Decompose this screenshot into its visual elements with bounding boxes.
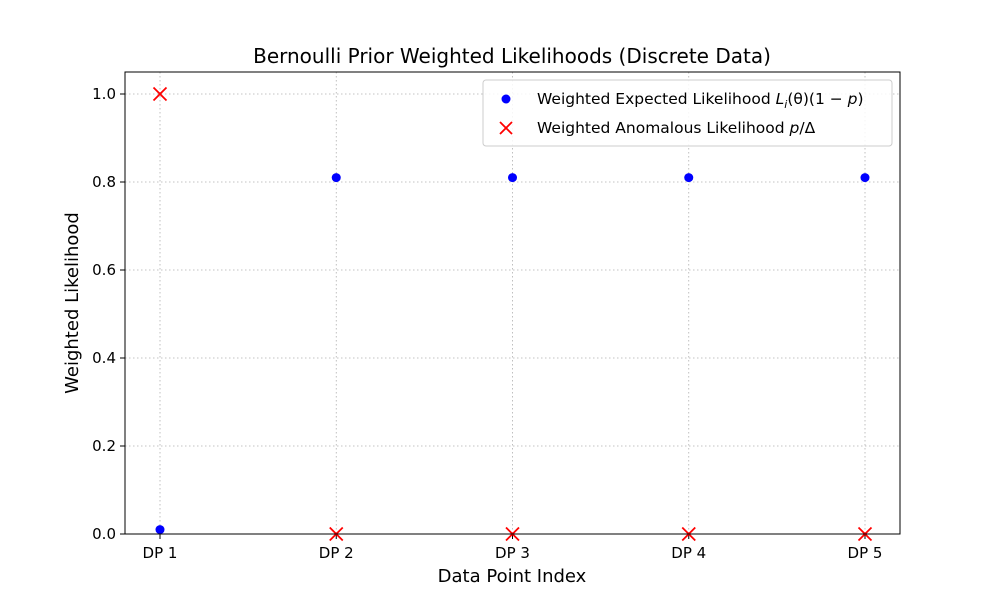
legend-expected-sub: i — [784, 98, 787, 111]
legend-label-expected: Weighted Expected Likelihood Li(θ)(1 − p… — [537, 90, 864, 111]
x-tick-label: DP 3 — [495, 544, 530, 562]
legend-label-anomalous: Weighted Anomalous Likelihood p/Δ — [537, 119, 816, 137]
y-axis-label: Weighted Likelihood — [62, 212, 83, 394]
legend-expected-prefix: Weighted Expected Likelihood — [537, 90, 776, 108]
legend: Weighted Expected Likelihood Li(θ)(1 − p… — [482, 79, 893, 147]
plot-frame — [124, 71, 901, 535]
y-tick-label: 0.8 — [92, 173, 116, 191]
x-tick-label: DP 1 — [143, 544, 178, 562]
legend-anomalous-prefix: Weighted Anomalous Likelihood — [537, 119, 790, 137]
y-tick-label: 0.6 — [92, 261, 116, 279]
legend-marker-anomalous — [499, 121, 513, 135]
legend-marker-expected — [501, 94, 511, 104]
expected-likelihood-point — [684, 173, 694, 183]
expected-likelihood-point — [155, 525, 165, 535]
y-tick-label: 1.0 — [92, 85, 116, 103]
x-tick-label: DP 2 — [319, 544, 354, 562]
ticks-layer: DP 1 DP 2 DP 3 DP 4 DP 5 0.0 0.2 0.4 0.6 0.8 1.0 — [92, 85, 882, 562]
x-tick-label: DP 4 — [671, 544, 706, 562]
legend-anomalous-rest: /Δ — [799, 119, 815, 137]
y-tick-label: 0.2 — [92, 437, 116, 455]
expected-likelihood-point — [331, 173, 341, 183]
legend-box — [482, 79, 893, 147]
x-tick-label: DP 5 — [848, 544, 883, 562]
expected-likelihood-point — [508, 173, 517, 183]
expected-likelihood-point — [860, 173, 870, 183]
chart-title: Bernoulli Prior Weighted Likelihoods (Di… — [253, 44, 771, 68]
x-axis-label: Data Point Index — [438, 566, 587, 587]
legend-expected-p: p — [847, 90, 858, 108]
y-tick-label: 0.0 — [92, 525, 116, 543]
legend-expected-close: ) — [858, 90, 864, 108]
y-tick-label: 0.4 — [92, 349, 116, 367]
legend-expected-rest: (θ)(1 − — [787, 90, 847, 108]
legend-anomalous-p: p — [789, 119, 800, 137]
legend-expected-l: L — [776, 90, 785, 108]
anomalous-likelihood-point — [152, 86, 168, 102]
